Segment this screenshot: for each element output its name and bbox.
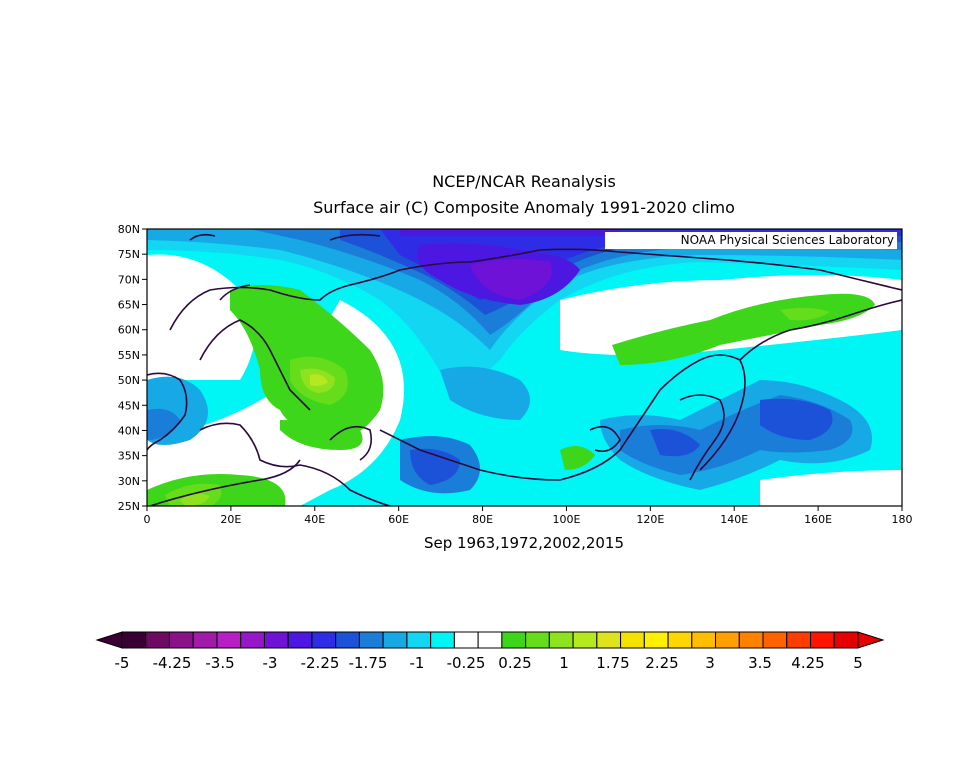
colorbar-label: 4.25 xyxy=(791,654,824,672)
date-subtitle: Sep 1963,1972,2002,2015 xyxy=(423,534,625,552)
colorbar-swatch xyxy=(287,631,313,649)
colorbar-swatch xyxy=(121,631,147,649)
colorbar-right-arrow xyxy=(857,631,885,649)
colorbar-label: -3.5 xyxy=(205,654,234,672)
longitude-axis: 0 20E 40E 60E 80E 100E 120E 140E 160E 180 xyxy=(144,506,913,526)
colorbar-label: -3 xyxy=(263,654,278,672)
chart-title: NCEP/NCAR Reanalysis xyxy=(432,172,616,191)
colorbar-swatch xyxy=(525,631,550,649)
anomaly-field xyxy=(147,229,902,506)
colorbar-swatch xyxy=(715,631,740,649)
colorbar-swatch xyxy=(145,631,170,649)
lat-label: 35N xyxy=(118,450,140,463)
lat-label: 55N xyxy=(118,349,140,362)
colorbar-swatch xyxy=(620,631,645,649)
colorbar-swatch xyxy=(358,631,384,649)
lon-label: 160E xyxy=(804,513,832,526)
lat-label: 60N xyxy=(118,324,140,337)
lat-label: 30N xyxy=(118,475,140,488)
colorbar-swatch xyxy=(572,631,598,649)
lat-label: 25N xyxy=(118,500,140,513)
lon-label: 0 xyxy=(144,513,151,526)
lat-label: 70N xyxy=(118,273,140,286)
lon-label: 40E xyxy=(304,513,325,526)
colorbar-swatch xyxy=(691,631,717,649)
colorbar-label: -4.25 xyxy=(153,654,192,672)
colorbar-label: -5 xyxy=(115,654,130,672)
colorbar-label: 2.25 xyxy=(645,654,678,672)
colorbar-swatch xyxy=(216,631,242,649)
colorbar-label: 3 xyxy=(705,654,715,672)
colorbar-label: 5 xyxy=(853,654,863,672)
colorbar-swatch xyxy=(168,631,194,649)
lat-label: 40N xyxy=(118,424,140,437)
colorbar-swatch xyxy=(406,631,432,649)
chart-subtitle-variable: Surface air (C) Composite Anomaly 1991-2… xyxy=(313,198,735,217)
colorbar-label: 1 xyxy=(559,654,569,672)
lat-label: 75N xyxy=(118,248,140,261)
colorbar-swatch xyxy=(192,631,218,649)
colorbar-swatch xyxy=(596,631,622,649)
lon-label: 120E xyxy=(636,513,664,526)
colorbar-swatch xyxy=(548,631,574,649)
colorbar-left-arrow xyxy=(95,631,123,649)
colorbar-swatch xyxy=(263,631,289,649)
colorbar-swatch xyxy=(833,631,859,649)
colorbar-swatch xyxy=(311,631,337,649)
colorbar-swatch xyxy=(430,631,455,649)
lon-label: 180 xyxy=(892,513,913,526)
colorbar-swatch xyxy=(786,631,812,649)
colorbar-swatch xyxy=(501,631,527,649)
colorbar-swatch xyxy=(667,631,693,649)
lon-label: 100E xyxy=(552,513,580,526)
colorbar-label: -2.25 xyxy=(301,654,340,672)
colorbar-label: 1.75 xyxy=(596,654,629,672)
colorbar-swatch xyxy=(810,631,835,649)
lon-label: 80E xyxy=(472,513,493,526)
colorbar-label: 3.5 xyxy=(748,654,772,672)
lon-label: 140E xyxy=(720,513,748,526)
coastlines xyxy=(147,233,902,506)
colorbar-swatch xyxy=(477,631,503,649)
lat-label: 45N xyxy=(118,399,140,412)
latitude-axis: 80N 75N 70N 65N 60N 55N 50N 45N 40N 35N 30N 25N xyxy=(118,223,147,513)
colorbar-swatch xyxy=(240,631,265,649)
colorbar-swatch xyxy=(762,631,788,649)
colorbar-label: -0.25 xyxy=(447,654,486,672)
lon-label: 60E xyxy=(388,513,409,526)
colorbar-swatch xyxy=(335,631,360,649)
lat-label: 50N xyxy=(118,374,140,387)
colorbar-label: -1 xyxy=(410,654,425,672)
map-frame xyxy=(146,228,903,507)
lon-label: 20E xyxy=(220,513,241,526)
colorbar: -5 -4.25 -3.5 -3 -2.25 -1.75 -1 -0.25 0.25 1 1.75 2… xyxy=(95,631,885,672)
credit-label: NOAA Physical Sciences Laboratory xyxy=(605,232,897,249)
colorbar-swatch xyxy=(738,631,764,649)
colorbar-swatch xyxy=(382,631,408,649)
lat-label: 80N xyxy=(118,223,140,236)
colorbar-swatch xyxy=(643,631,669,649)
lat-label: 65N xyxy=(118,299,140,312)
colorbar-label: -1.75 xyxy=(349,654,388,672)
colorbar-label: 0.25 xyxy=(498,654,531,672)
colorbar-swatch xyxy=(453,631,479,649)
